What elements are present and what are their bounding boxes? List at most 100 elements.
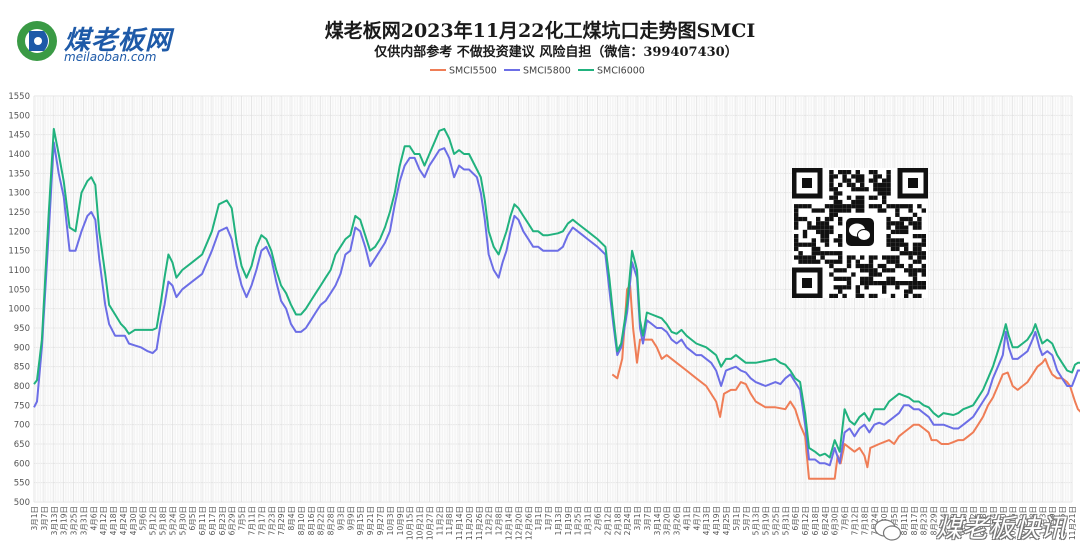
y-tick-label: 500: [14, 498, 30, 508]
x-tick-label: 6月23日: [218, 506, 227, 535]
x-tick-label: 10月3日: [386, 506, 395, 535]
x-tick-label: 7月24日: [870, 506, 879, 535]
x-tick-label: 9月22日: [969, 506, 978, 535]
x-tick-label: 2月12日: [603, 506, 612, 535]
x-tick-label: 8月4日: [287, 506, 296, 531]
y-tick-label: 800: [14, 382, 30, 392]
chart-legend: SMCI5500 SMCI5800 SMCI6000: [430, 66, 645, 77]
x-tick-label: 3月1日: [30, 506, 39, 531]
x-tick-label: 11月3日: [1038, 506, 1047, 535]
y-tick-label: 1000: [8, 305, 30, 315]
x-tick-label: 1月25日: [574, 506, 583, 535]
wechat-watermark-icon: [874, 519, 902, 541]
x-tick-label: 10月10日: [999, 506, 1008, 540]
x-tick-label: 7月18日: [860, 506, 869, 535]
x-tick-label: 4月24日: [119, 506, 128, 535]
x-tick-label: 6月29日: [228, 506, 237, 535]
x-tick-label: 2月6日: [593, 506, 602, 531]
x-tick-label: 4月1日: [682, 506, 691, 531]
x-tick-label: 11月20日: [465, 506, 474, 540]
chart-grid: [33, 95, 1073, 503]
x-tick-label: 2月24日: [623, 506, 632, 535]
y-tick-label: 1250: [8, 208, 30, 218]
x-tick-label: 11月8日: [445, 506, 454, 535]
y-tick-label: 1400: [8, 150, 30, 160]
x-tick-label: 3月31日: [79, 506, 88, 535]
logo-text-en: meilaoban.com: [64, 50, 157, 64]
x-tick-label: 9月28日: [979, 506, 988, 535]
x-tick-label: 11月14日: [455, 506, 464, 540]
x-tick-label: 10月16日: [1009, 506, 1018, 540]
y-tick-label: 900: [14, 343, 30, 353]
x-tick-label: 8月28日: [327, 506, 336, 535]
x-tick-label: 5月19日: [762, 506, 771, 535]
x-tick-label: 10月22日: [1019, 506, 1028, 540]
x-tick-label: 3月25日: [70, 506, 79, 535]
y-tick-label: 950: [14, 324, 30, 334]
y-tick-label: 1050: [8, 285, 30, 295]
x-tick-label: 5月31日: [781, 506, 790, 535]
x-tick-label: 5月13日: [752, 506, 761, 535]
x-tick-label: 8月23日: [920, 506, 929, 535]
x-tick-label: 1月19日: [564, 506, 573, 535]
x-tick-label: 2月18日: [613, 506, 622, 535]
y-tick-label: 1500: [8, 111, 30, 121]
x-tick-label: 7月17日: [257, 506, 266, 535]
y-tick-label: 1350: [8, 169, 30, 179]
x-tick-label: 5月25日: [771, 506, 780, 535]
x-tick-label: 11月9日: [1048, 506, 1057, 535]
y-tick-label: 850: [14, 363, 30, 373]
y-tick-label: 1550: [8, 92, 30, 102]
watermark-text: 煤老板快讯: [935, 514, 1066, 544]
x-tick-label: 8月22日: [317, 506, 326, 535]
y-tick-label: 1200: [8, 227, 30, 237]
x-tick-label: 10月15日: [406, 506, 415, 540]
x-tick-label: 3月7日: [643, 506, 652, 531]
x-tick-label: 10月27日: [425, 506, 434, 540]
x-tick-label: 1月1日: [534, 506, 543, 531]
x-tick-label: 5月12日: [149, 506, 158, 535]
x-tick-label: 9月27日: [376, 506, 385, 535]
x-tick-label: 12月26日: [524, 506, 533, 540]
x-tick-label: 12月20日: [514, 506, 523, 540]
x-tick-label: 5月7日: [742, 506, 751, 531]
y-tick-label: 1450: [8, 131, 30, 141]
x-tick-label: 1月13日: [554, 506, 563, 535]
x-tick-label: 10月21日: [416, 506, 425, 540]
x-tick-label: 9月3日: [336, 506, 345, 531]
logo-icon: [17, 21, 57, 61]
x-tick-label: 7月5日: [238, 506, 247, 531]
x-tick-label: 6月30日: [831, 506, 840, 535]
x-tick-label: 10月4日: [989, 506, 998, 535]
x-tick-label: 9月21日: [366, 506, 375, 535]
qr-code-pattern: [794, 170, 926, 298]
x-tick-label: 9月10日: [949, 506, 958, 535]
legend-item-smci5500: SMCI5500: [449, 66, 497, 77]
x-tick-label: 8月5日: [890, 506, 899, 531]
y-tick-label: 650: [14, 440, 30, 450]
x-tick-label: 3月26日: [673, 506, 682, 535]
x-tick-label: 9月9日: [346, 506, 355, 531]
x-tick-label: 3月20日: [663, 506, 672, 535]
x-tick-label: 4月13日: [702, 506, 711, 535]
x-tick-label: 3月13日: [50, 506, 59, 535]
x-tick-label: 8月16日: [307, 506, 316, 535]
logo-text-cn: 煤老板网: [64, 26, 173, 56]
x-axis: 3月1日 3月7日 3月13日 3月19日 3月25日 3月31日 4月6日 4月12日 4月1…: [30, 506, 1077, 540]
x-tick-label: 4月30日: [129, 506, 138, 535]
series-line-smci5500: [611, 284, 1080, 480]
x-tick-label: 4月12日: [99, 506, 108, 535]
x-tick-label: 4月18日: [109, 506, 118, 535]
x-tick-label: 10月28日: [1028, 506, 1037, 540]
site-logo: 煤老板网 meilaoban.com: [14, 14, 214, 68]
x-tick-label: 12月8日: [495, 506, 504, 535]
chart-subtitle: 仅供内部参考 不做投资建议 风险自担（微信：399407430）: [373, 44, 737, 60]
x-tick-label: 6月5日: [188, 506, 197, 531]
x-tick-label: 8月17日: [910, 506, 919, 535]
series-line-smci5800: [33, 141, 1080, 467]
y-tick-label: 1150: [8, 247, 30, 257]
y-tick-label: 750: [14, 401, 30, 411]
x-tick-label: 7月23日: [267, 506, 276, 535]
y-tick-label: 550: [14, 479, 30, 489]
